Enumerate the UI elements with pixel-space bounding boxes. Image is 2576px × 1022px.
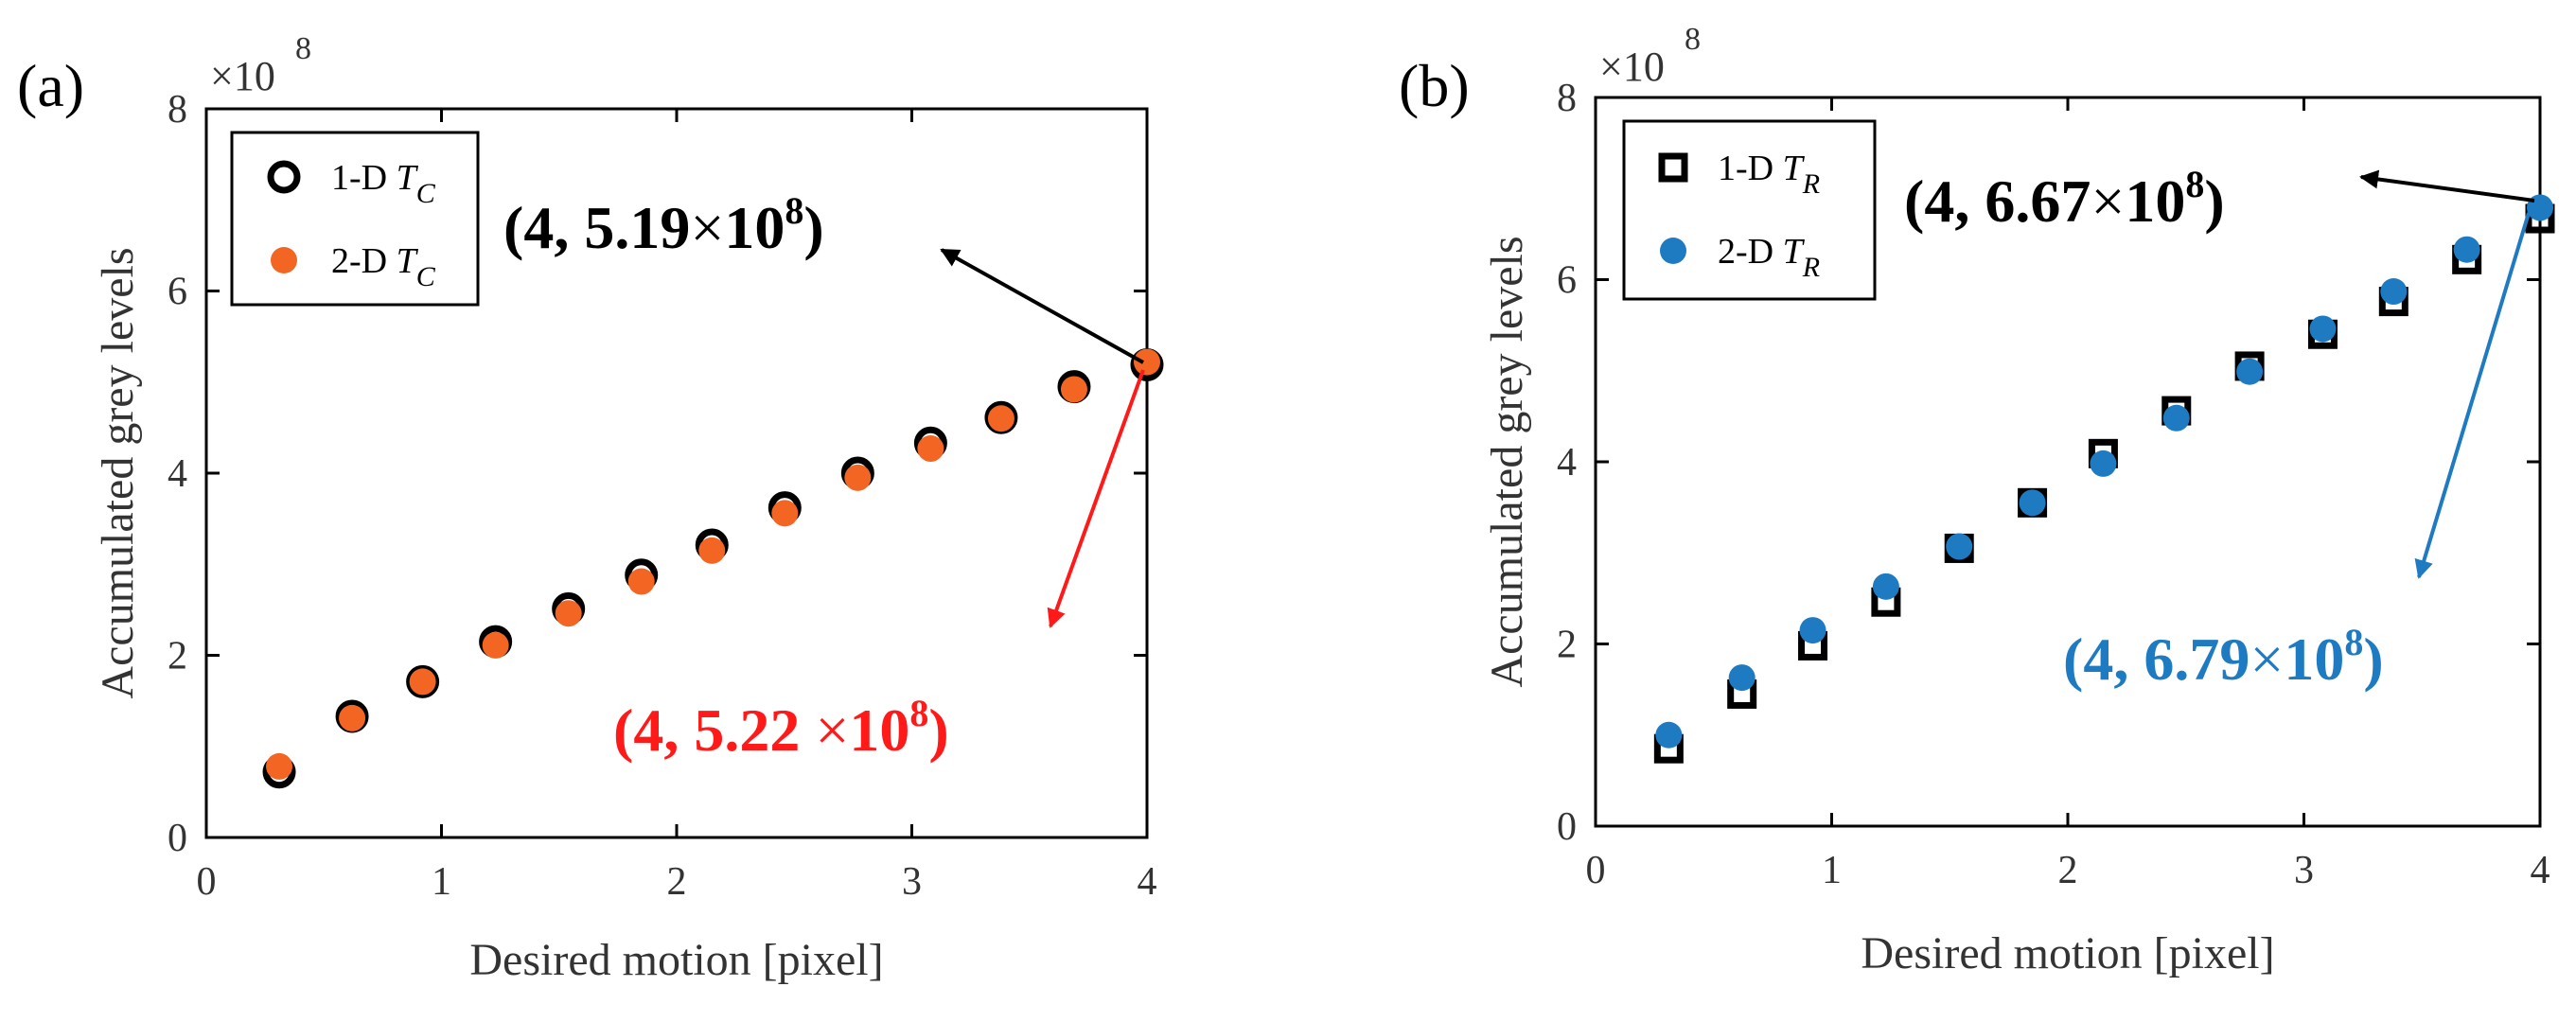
panel-a-legend-2d: 2-D TC	[331, 241, 436, 292]
data-point	[844, 464, 872, 491]
panel-b-xlabel: Desired motion [pixel]	[1861, 928, 2274, 978]
panel-a-label: (a)	[17, 52, 84, 119]
panel-a-xlabel: Desired motion [pixel]	[469, 935, 883, 985]
panel-b-annotation-2d: (4, 6.79×108)	[2063, 621, 2384, 693]
panel-b-y-exponent: ×10 8	[1599, 22, 1701, 90]
panel-b-legend-marker-2d	[1660, 238, 1686, 264]
data-point	[627, 568, 655, 595]
y-tick-label: 0	[168, 817, 187, 860]
panel-a-y-exponent: ×10 8	[210, 31, 311, 99]
panel-b-arrow-black	[2359, 169, 2535, 203]
panel-b-exp-power: 8	[1685, 22, 1701, 57]
panel-a-legend-1d: 1-D TC	[331, 158, 436, 209]
panel-a-arrow-red	[1047, 369, 1145, 628]
panel-b-annotation-1d: (4, 6.67×108)	[1904, 163, 2225, 235]
panel-b-tick-labels: 0 1 2 3 4 0 2 4 6 8	[1557, 77, 2550, 892]
data-point	[2236, 358, 2264, 385]
data-point	[1946, 533, 1973, 560]
y-tick-label: 6	[168, 271, 187, 314]
y-tick-label: 4	[168, 452, 187, 496]
data-point	[2162, 404, 2190, 432]
x-tick-label: 1	[432, 860, 451, 904]
panel-b-legend-2d: 2-D TR	[1718, 232, 1820, 283]
panel-b-ticks	[1594, 96, 2542, 828]
panel-a-legend-box	[230, 131, 480, 307]
panel-a-legend-marker-2d	[271, 247, 297, 273]
x-tick-label: 4	[2531, 849, 2550, 892]
panel-b-legend-1d: 1-D TR	[1718, 149, 1820, 200]
panel-b-exp-base: ×10	[1599, 44, 1665, 90]
panel-a-series-2d	[266, 348, 1160, 780]
data-point	[2019, 489, 2046, 517]
data-point	[2453, 236, 2480, 263]
data-point	[2380, 278, 2408, 306]
data-point	[409, 668, 436, 696]
panel-a-legend-marker-1d	[267, 160, 301, 194]
panel-b-legend-marker-1d	[1658, 152, 1688, 183]
panel-a: (a) ×10 8 0 1 2 3 4 0 2 4 6 8 Desired motion [pix…	[17, 31, 1164, 985]
panel-a-annotation-1d: (4, 5.19×108)	[503, 189, 824, 261]
data-point	[1799, 617, 1826, 644]
data-point	[555, 600, 582, 627]
data-point	[339, 704, 366, 731]
panel-a-tick-labels: 0 1 2 3 4 0 2 4 6 8	[168, 88, 1157, 904]
panel-b: (b) ×10 8 0 1 2 3 4 0 2 4 6 8 Desired motion [pix…	[1399, 22, 2555, 978]
data-point	[987, 405, 1015, 432]
x-tick-label: 0	[1586, 849, 1606, 892]
data-point	[917, 435, 944, 463]
y-tick-label: 2	[1557, 624, 1577, 667]
y-tick-label: 4	[1557, 441, 1577, 485]
y-tick-label: 0	[1557, 805, 1577, 849]
x-tick-label: 1	[1822, 849, 1842, 892]
panel-b-legend: 1-D TR 2-D TR	[1622, 119, 1877, 301]
data-point	[1060, 376, 1087, 403]
panel-a-exp-power: 8	[295, 31, 311, 66]
panel-a-exp-base: ×10	[210, 53, 275, 99]
x-tick-label: 3	[2294, 849, 2314, 892]
panel-a-ticks	[204, 107, 1149, 839]
panel-a-arrow-black	[940, 248, 1144, 364]
panel-b-arrow-blue	[2414, 212, 2531, 579]
data-point	[1872, 573, 1899, 600]
data-point	[1134, 348, 1160, 376]
panel-b-ylabel: Accumulated grey levels	[1482, 236, 1532, 687]
data-point	[482, 631, 509, 659]
y-tick-label: 2	[168, 635, 187, 678]
x-tick-label: 0	[197, 860, 217, 904]
data-point	[698, 537, 726, 564]
panel-b-legend-box	[1622, 119, 1877, 301]
panel-a-annotation-2d: (4, 5.22 ×108)	[613, 692, 949, 764]
data-point	[2309, 315, 2337, 343]
data-point	[1728, 664, 1756, 692]
x-tick-label: 4	[1138, 860, 1157, 904]
y-tick-label: 8	[1557, 77, 1577, 120]
data-point	[2090, 449, 2117, 477]
data-point	[771, 500, 799, 527]
data-point	[266, 752, 293, 780]
data-point	[1655, 721, 1683, 749]
x-tick-label: 2	[2058, 849, 2078, 892]
y-tick-label: 8	[168, 88, 187, 132]
panel-b-series-2d	[1655, 194, 2553, 749]
x-tick-label: 3	[902, 860, 922, 904]
panel-a-legend: 1-D TC 2-D TC	[230, 131, 480, 307]
panel-b-label: (b)	[1399, 52, 1470, 119]
x-tick-label: 2	[667, 860, 687, 904]
panel-a-ylabel: Accumulated grey levels	[93, 247, 143, 698]
y-tick-label: 6	[1557, 259, 1577, 303]
